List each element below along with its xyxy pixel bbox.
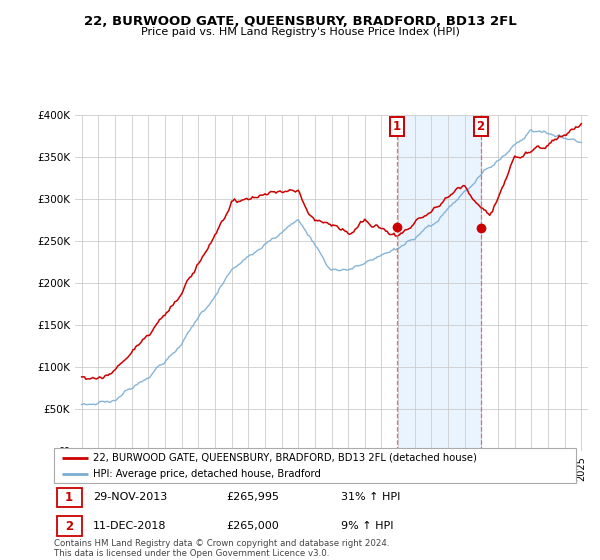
Text: 1: 1 [65,491,73,504]
Text: 2: 2 [476,120,485,133]
Text: 22, BURWOOD GATE, QUEENSBURY, BRADFORD, BD13 2FL: 22, BURWOOD GATE, QUEENSBURY, BRADFORD, … [83,15,517,27]
Text: 11-DEC-2018: 11-DEC-2018 [93,521,167,531]
Text: Contains HM Land Registry data © Crown copyright and database right 2024.
This d: Contains HM Land Registry data © Crown c… [54,539,389,558]
Text: HPI: Average price, detached house, Bradford: HPI: Average price, detached house, Brad… [93,469,321,479]
Text: £265,000: £265,000 [226,521,279,531]
Text: 22, BURWOOD GATE, QUEENSBURY, BRADFORD, BD13 2FL (detached house): 22, BURWOOD GATE, QUEENSBURY, BRADFORD, … [93,452,477,463]
Text: 31% ↑ HPI: 31% ↑ HPI [341,492,400,502]
Text: 2: 2 [65,520,73,533]
Text: 29-NOV-2013: 29-NOV-2013 [93,492,167,502]
Text: 9% ↑ HPI: 9% ↑ HPI [341,521,394,531]
Bar [56,516,82,536]
Text: 1: 1 [393,120,401,133]
Text: £265,995: £265,995 [226,492,279,502]
Bar [56,488,82,507]
Text: Price paid vs. HM Land Registry's House Price Index (HPI): Price paid vs. HM Land Registry's House … [140,27,460,37]
